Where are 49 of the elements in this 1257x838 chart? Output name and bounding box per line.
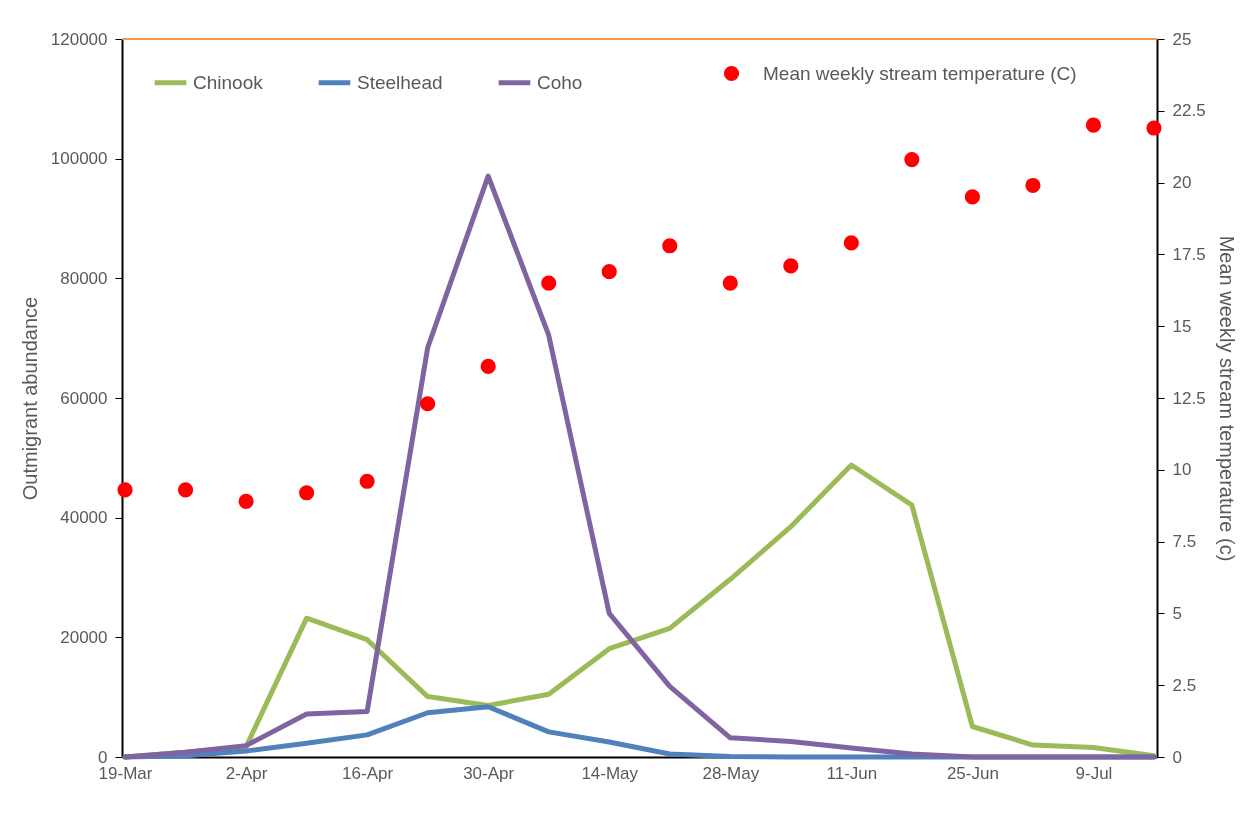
x-tick-label: 30-Apr <box>463 763 515 783</box>
point <box>1146 120 1162 136</box>
y2-tick-label: 0 <box>1172 747 1182 767</box>
y2-tick-label: 20 <box>1172 173 1192 193</box>
point <box>177 482 194 498</box>
x-tick-label: 9-Jul <box>1075 763 1113 783</box>
x-tick-label: 28-May <box>702 763 760 783</box>
point <box>299 485 315 501</box>
y-tick-label: 60000 <box>60 388 108 408</box>
y2-tick-label: 25 <box>1172 29 1192 49</box>
point <box>1085 117 1102 133</box>
point <box>722 275 738 291</box>
x-tick-label: 2-Apr <box>225 763 268 783</box>
point <box>662 238 678 254</box>
x-tick-label: 11-Jun <box>826 763 878 783</box>
y2-axis-title: Mean weekly stream temperature (c) <box>1215 235 1238 562</box>
legend-label: Mean weekly stream temperature (C) <box>763 62 1077 84</box>
point <box>359 473 375 489</box>
point <box>1025 177 1041 194</box>
point <box>541 275 557 291</box>
legend-label: Steelhead <box>357 71 443 93</box>
y2-tick-label: 2.5 <box>1172 675 1197 695</box>
point <box>964 189 980 205</box>
y2-tick-label: 15 <box>1172 316 1192 336</box>
y2-tick-label: 10 <box>1172 460 1192 480</box>
y2-tick-label: 12.5 <box>1172 388 1206 408</box>
y-tick-label: 120000 <box>50 29 108 49</box>
y-tick-label: 100000 <box>50 149 108 169</box>
y2-tick-label: 17.5 <box>1172 244 1206 264</box>
y-tick-label: 20000 <box>60 627 108 647</box>
y-axis-title: Outmigrant abundance <box>18 296 41 501</box>
x-tick-label: 14-May <box>581 763 639 783</box>
point <box>420 396 436 412</box>
point <box>843 235 859 251</box>
point <box>117 482 133 498</box>
point <box>904 152 920 168</box>
legend-label: Chinook <box>193 71 264 93</box>
point <box>601 264 617 280</box>
x-tick-label: 25-Jun <box>946 763 999 783</box>
x-tick-label: 16-Apr <box>342 763 394 783</box>
point <box>783 258 799 274</box>
y-tick-label: 40000 <box>60 508 108 528</box>
y2-tick-label: 22.5 <box>1172 101 1206 121</box>
y2-tick-label: 7.5 <box>1172 532 1197 552</box>
point <box>238 493 254 509</box>
legend-label: Coho <box>537 71 583 93</box>
point <box>480 358 496 374</box>
y-tick-label: 80000 <box>60 268 108 288</box>
y2-tick-label: 5 <box>1172 603 1182 623</box>
